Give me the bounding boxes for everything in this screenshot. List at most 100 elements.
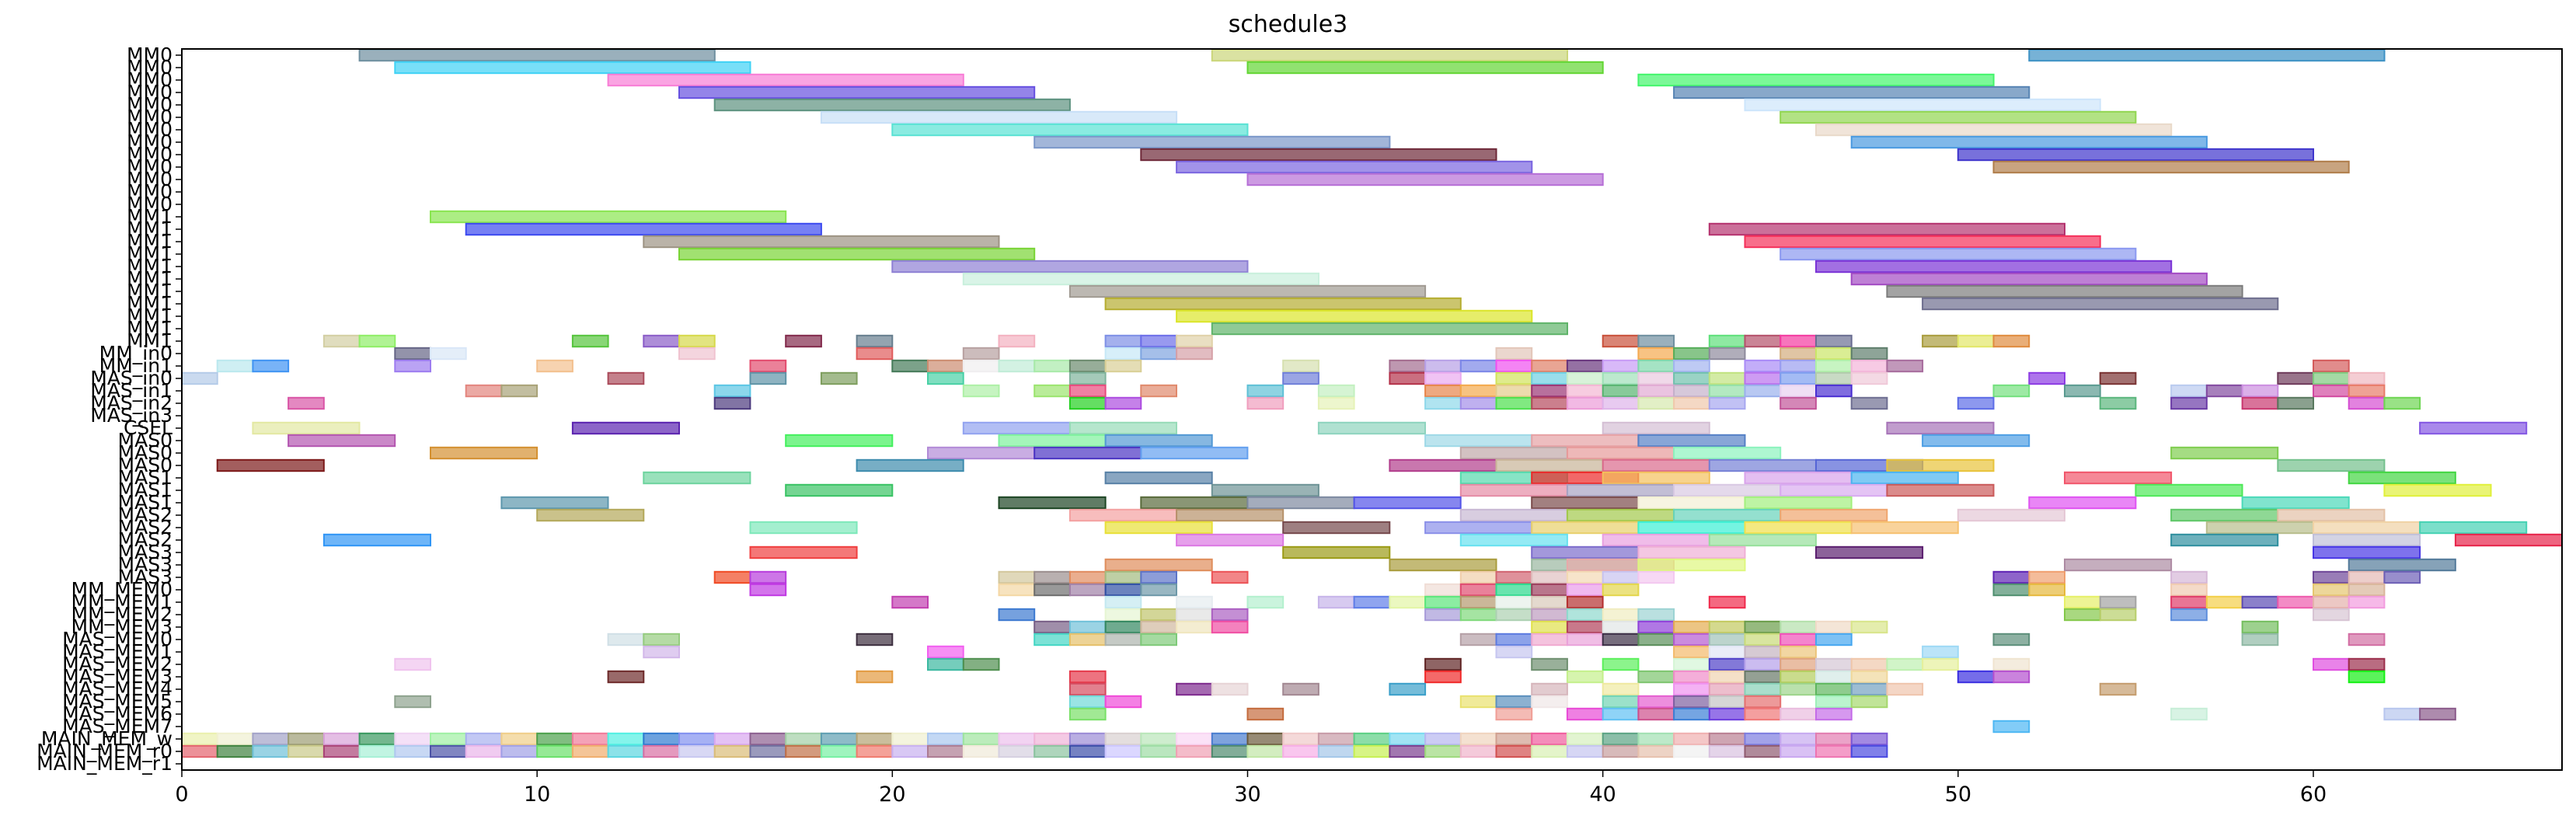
y-tick-label: MAS_MEM7 [62,715,173,737]
task-bar [288,732,325,746]
task-bar [1708,347,1746,361]
task-bar [1459,533,1568,547]
task-bar [1744,384,1782,398]
task-bar [1637,608,1675,622]
y-tick-label: MAIN_MEM_r0 [37,740,173,762]
x-tick-label: 30 [1234,782,1260,807]
task-bar [2277,508,2386,522]
task-bar [1637,359,1675,373]
task-bar [1637,73,1995,87]
task-bar [1353,744,1391,758]
task-bar [1850,744,1888,758]
task-bar [1424,521,1533,535]
y-tick-label: MM1 [127,317,173,340]
task-bar [1673,657,1710,671]
task-bar [1389,744,1427,758]
task-bar [1140,446,1249,460]
task-bar [1531,496,1640,510]
task-bar [1495,359,1533,373]
task-bar [2064,595,2101,609]
task-bar [891,732,929,746]
task-bar [998,583,1036,597]
task-bar [1531,521,1640,535]
task-bar [785,483,894,497]
task-bar [1104,434,1213,448]
task-bar [607,73,964,87]
task-bar [500,744,539,758]
task-bar [1068,732,1107,746]
task-bar [1495,347,1533,361]
task-bar [1708,371,1746,385]
y-tick-label: MAS_in3 [90,404,173,427]
task-bar [713,98,1071,112]
task-bar [536,359,573,373]
task-bar [749,570,787,584]
task-bar [1068,633,1107,646]
y-tick-label: MAS0 [118,429,173,451]
task-bar [1176,347,1213,361]
task-bar [1637,334,1675,348]
task-bar [749,521,858,535]
y-tick-label: MAS_in0 [90,367,173,389]
task-bar [500,732,539,746]
task-bar [998,496,1107,510]
task-bar [998,732,1036,746]
task-bar [678,347,716,361]
task-bar [2277,371,2315,385]
task-bar [1068,421,1178,435]
task-bar [1246,396,1285,410]
task-bar [181,371,218,385]
task-bar [1176,608,1213,622]
task-bar [1815,545,1924,559]
task-bar [1389,558,1497,572]
task-bar [1850,135,2208,149]
task-bar [1104,471,1213,485]
task-bar [1531,695,1568,709]
task-bar [2383,570,2421,584]
task-bar [1211,620,1249,634]
task-bar [1531,371,1568,385]
y-tick-label: MAIN_MEM_r1 [37,752,173,775]
task-bar [607,744,645,758]
task-bar [820,732,858,746]
task-bar [358,732,396,746]
task-bar [1708,682,1746,696]
task-bar [820,371,858,385]
task-bar [1424,670,1462,684]
task-bar [1531,396,1568,410]
task-bar [1531,545,1640,559]
task-bar [1140,583,1178,597]
task-bar [1068,384,1107,398]
task-bar [1815,744,1853,758]
task-bar [216,359,254,373]
task-bar [1637,633,1675,646]
task-bar [2313,595,2350,609]
y-tick-label: MAS_MEM6 [62,702,173,725]
task-bar [1495,633,1533,646]
task-bar [1034,732,1071,746]
task-bar [2348,670,2386,684]
task-bar [1602,633,1640,646]
y-tick-label: MAS2 [118,504,173,526]
task-bar [1176,620,1213,634]
task-bar [1602,458,1710,472]
task-bar [1779,110,2137,124]
task-bar [430,210,787,224]
task-bar [322,732,361,746]
y-tick-label: MM0 [127,180,173,203]
task-bar [749,583,787,597]
task-bar [2348,384,2386,398]
task-bar [1744,657,1782,671]
bars-layer [181,48,2563,758]
task-bar [1637,396,1675,410]
task-bar [962,744,1000,758]
task-bar [1495,608,1533,622]
y-tick-label: MM1 [127,280,173,302]
task-bar [536,508,645,522]
task-bar [1211,608,1249,622]
task-bar [1673,645,1710,659]
task-bar [2383,396,2421,410]
task-bar [2419,421,2528,435]
task-bar [1779,645,1817,659]
task-bar [1034,446,1142,460]
